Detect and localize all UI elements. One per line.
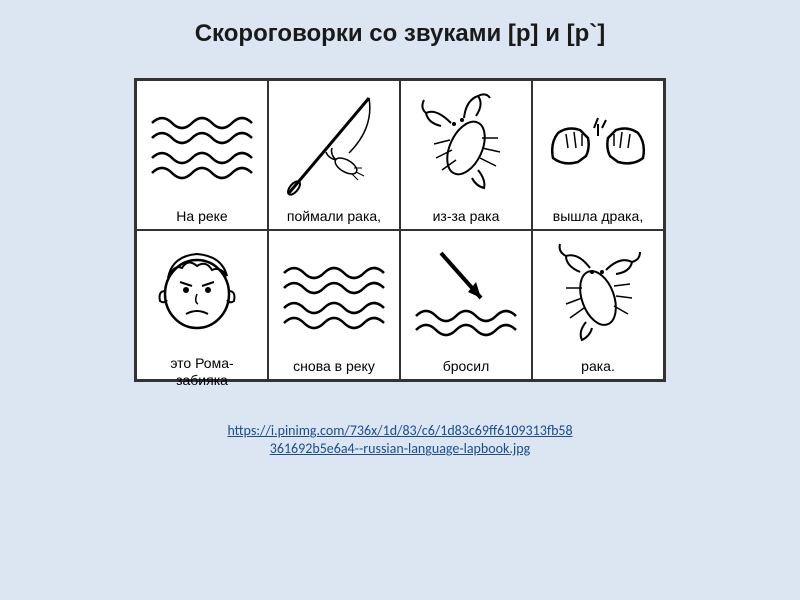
page-title: Скороговорки со звуками [р] и [р`]	[0, 0, 800, 78]
river-waves-icon	[269, 231, 399, 354]
grid-cell: поймали рака,	[268, 80, 400, 230]
url-line: 361692b5e6a4--russian-language-lapbook.j…	[270, 440, 530, 457]
cell-caption: рака.	[533, 354, 663, 379]
grid-cell: бросил	[400, 230, 532, 380]
throw-arrow-icon	[401, 231, 531, 354]
grid-cell: На реке	[136, 80, 268, 230]
source-url[interactable]: https://i.pinimg.com/736x/1d/83/c6/1d83c…	[0, 422, 800, 458]
boy-face-icon	[137, 231, 267, 351]
cell-caption: это Рома- забияка	[137, 351, 267, 393]
fists-icon	[533, 81, 663, 204]
grid-cell: рака.	[532, 230, 664, 380]
grid-container: На реке поймали рака,	[0, 78, 800, 382]
url-line: https://i.pinimg.com/736x/1d/83/c6/1d83c…	[227, 422, 572, 439]
grid-cell: вышла драка,	[532, 80, 664, 230]
cell-caption: На реке	[137, 204, 267, 229]
cell-caption: вышла драка,	[533, 204, 663, 229]
grid-cell: это Рома- забияка	[136, 230, 268, 380]
cell-caption: поймали рака,	[269, 204, 399, 229]
fishing-rod-icon	[269, 81, 399, 204]
grid-cell: из-за рака	[400, 80, 532, 230]
mnemonic-grid: На реке поймали рака,	[134, 78, 666, 382]
cell-caption: снова в реку	[269, 354, 399, 379]
crayfish-icon	[533, 231, 663, 354]
cell-caption: бросил	[401, 354, 531, 379]
cell-caption: из-за рака	[401, 204, 531, 229]
grid-cell: снова в реку	[268, 230, 400, 380]
crayfish-icon	[401, 81, 531, 204]
river-waves-icon	[137, 81, 267, 204]
